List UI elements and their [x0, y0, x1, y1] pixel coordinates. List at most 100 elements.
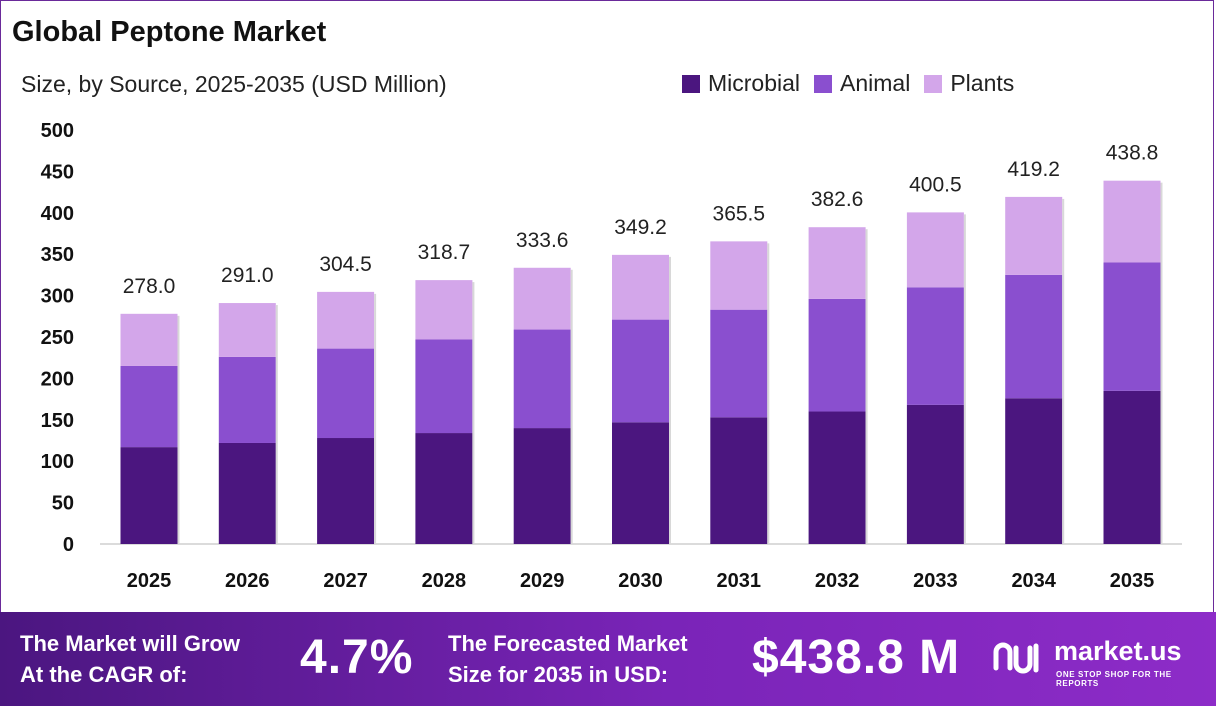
stacked-bar-chart: 0 50 100 150 200 250 300 350 400 450 500 278.0 2025 2…	[41, 120, 1182, 592]
bar-animal-2028	[415, 339, 473, 434]
chart-subtitle: Size, by Source, 2025-2035 (USD Million)	[21, 71, 447, 97]
bar-animal-2030	[612, 319, 669, 423]
bar-animal-2034	[1005, 274, 1063, 399]
bar-microbial-2029	[513, 428, 571, 544]
x-tick-label-2035: 2035	[1110, 570, 1155, 592]
bar-microbial-2027	[317, 438, 375, 544]
y-tick-label: 150	[41, 410, 74, 432]
forecast-label-line2: Size for 2035 in USD:	[448, 662, 669, 687]
bar-microbial-2026	[218, 442, 276, 544]
bar-microbial-2035	[1103, 390, 1161, 544]
y-tick-label: 350	[41, 244, 74, 266]
bar-plants-2025	[120, 313, 178, 366]
bar-plants-2029	[513, 267, 571, 330]
bar-shadow-2035	[1160, 182, 1163, 545]
chart-title: Global Peptone Market	[12, 16, 327, 48]
x-tick-label-2032: 2032	[815, 570, 860, 592]
total-label-2033: 400.5	[909, 173, 962, 196]
legend-swatch-animal	[814, 74, 833, 93]
y-tick-label: 300	[41, 286, 74, 308]
bar-plants-2035	[1103, 180, 1161, 263]
x-tick-label-2030: 2030	[618, 570, 663, 592]
legend-item-plants: Plants	[924, 70, 1014, 97]
bar-shadow-2027	[374, 293, 377, 544]
total-label-2034: 419.2	[1007, 158, 1060, 181]
cagr-label: The Market will Grow At the CAGR of:	[20, 628, 240, 690]
x-tick-label-2029: 2029	[520, 570, 565, 592]
bar-shadow-2028	[472, 282, 475, 544]
bar-microbial-2025	[120, 447, 178, 544]
cagr-label-line2: At the CAGR of:	[20, 662, 188, 687]
bar-plants-2030	[612, 254, 669, 320]
bar-animal-2031	[710, 309, 768, 418]
bar-microbial-2030	[612, 422, 669, 544]
bar-shadow-2031	[767, 243, 770, 544]
total-label-2025: 278.0	[123, 275, 176, 298]
total-label-2027: 304.5	[319, 253, 372, 276]
bar-plants-2031	[710, 241, 768, 310]
x-tick-label-2026: 2026	[225, 570, 270, 592]
bar-animal-2035	[1103, 262, 1161, 391]
brand-logo-icon	[993, 642, 1039, 674]
y-tick-label: 200	[41, 368, 74, 390]
bar-animal-2026	[218, 356, 276, 443]
forecast-label-line1: The Forecasted Market	[448, 631, 688, 656]
bar-microbial-2034	[1005, 398, 1063, 544]
cagr-value: 4.7%	[300, 631, 414, 684]
x-tick-label-2033: 2033	[913, 570, 958, 592]
legend-label-plants: Plants	[950, 70, 1015, 96]
bar-plants-2033	[906, 212, 964, 288]
y-tick-label: 250	[41, 327, 74, 349]
bar-microbial-2033	[906, 404, 964, 544]
bar-animal-2025	[120, 365, 178, 448]
legend-swatch-microbial	[682, 74, 700, 93]
bar-shadow-2030	[669, 256, 671, 544]
y-tick-label: 450	[41, 161, 74, 183]
bar-plants-2032	[808, 227, 866, 299]
total-label-2031: 365.5	[713, 202, 766, 225]
brand-name: market.us	[1054, 636, 1182, 666]
bar-shadow-2029	[570, 269, 573, 544]
bar-microbial-2031	[710, 417, 768, 544]
bar-animal-2032	[808, 298, 866, 412]
x-tick-label-2027: 2027	[323, 570, 368, 592]
bar-plants-2028	[415, 280, 473, 340]
legend: Microbial Animal Plants	[682, 70, 1014, 97]
y-tick-label: 400	[41, 203, 74, 225]
bar-animal-2029	[513, 329, 571, 429]
bar-plants-2026	[218, 303, 276, 357]
x-tick-label-2031: 2031	[717, 570, 762, 592]
x-tick-label-2028: 2028	[422, 570, 467, 592]
bar-microbial-2028	[415, 433, 473, 544]
bar-microbial-2032	[808, 411, 866, 544]
legend-item-animal: Animal	[814, 70, 910, 97]
brand-tagline: ONE STOP SHOP FOR THE REPORTS	[1056, 670, 1172, 688]
total-label-2028: 318.7	[418, 241, 471, 264]
cagr-label-line1: The Market will Grow	[20, 631, 241, 656]
bar-plants-2027	[317, 291, 375, 349]
bar-shadow-2026	[275, 305, 278, 544]
bar-shadow-2034	[1062, 198, 1065, 544]
y-tick-label: 50	[52, 493, 74, 515]
legend-label-animal: Animal	[840, 70, 911, 96]
x-tick-label-2025: 2025	[127, 570, 172, 592]
total-label-2035: 438.8	[1106, 142, 1159, 165]
legend-item-microbial: Microbial	[682, 70, 800, 97]
bar-animal-2027	[317, 348, 375, 439]
legend-label-microbial: Microbial	[708, 70, 801, 96]
x-tick-label-2034: 2034	[1011, 570, 1056, 592]
footer-banner: The Market will Grow At the CAGR of: 4.7…	[0, 612, 1216, 706]
bar-shadow-2032	[865, 229, 868, 544]
bar-plants-2034	[1005, 196, 1063, 275]
bar-shadow-2025	[177, 315, 180, 544]
bar-shadow-2033	[963, 214, 966, 545]
total-label-2029: 333.6	[516, 229, 569, 252]
forecast-value: $438.8 M	[752, 631, 961, 684]
y-tick-label: 500	[41, 120, 74, 142]
total-label-2030: 349.2	[614, 216, 667, 239]
total-label-2026: 291.0	[221, 264, 274, 287]
forecast-label: The Forecasted Market Size for 2035 in U…	[448, 628, 688, 690]
y-tick-label: 100	[41, 451, 74, 473]
total-label-2032: 382.6	[811, 188, 864, 211]
bar-animal-2033	[906, 287, 964, 405]
